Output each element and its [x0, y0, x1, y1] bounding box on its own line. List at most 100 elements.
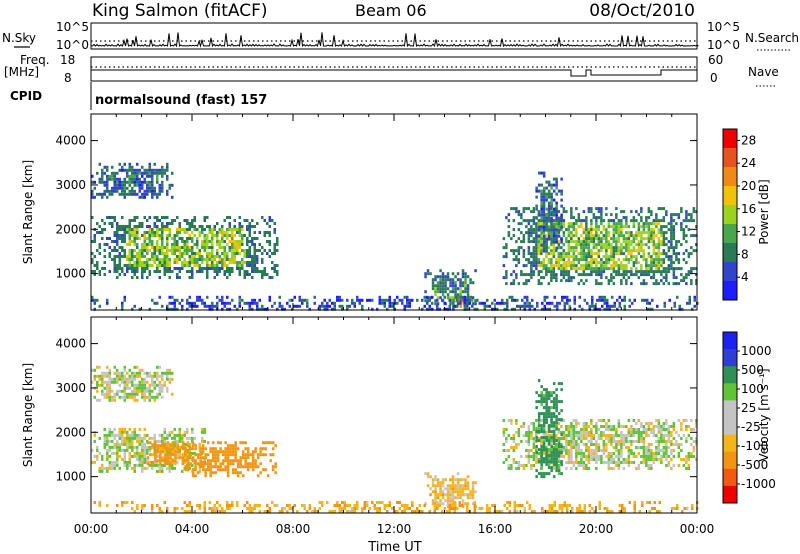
echo-cell [464, 281, 467, 285]
echo-cell [176, 451, 179, 455]
echo-cell [522, 282, 526, 286]
echo-cell [560, 431, 563, 434]
echo-cell [536, 304, 539, 308]
echo-cell [540, 183, 543, 187]
echo-cell [555, 397, 558, 401]
echo-cell [216, 450, 220, 454]
echo-cell [552, 442, 556, 446]
echo-cell [570, 458, 573, 461]
echo-cell [578, 295, 581, 299]
echo-cell [108, 463, 111, 467]
echo-cell [532, 422, 536, 425]
echo-cell [540, 216, 543, 220]
echo-cell [612, 458, 616, 461]
echo-cell [547, 282, 551, 286]
echo-cell [218, 246, 221, 249]
echo-cell [535, 439, 538, 443]
echo-cell [248, 246, 251, 249]
echo-cell [131, 389, 134, 393]
echo-cell [545, 252, 548, 256]
echo-cell [688, 295, 691, 299]
echo-cell [138, 374, 141, 378]
echo-cell [121, 380, 124, 384]
echo-cell [168, 380, 171, 384]
echo-cell [388, 295, 391, 299]
echo-cell [526, 298, 529, 302]
echo-cell [246, 453, 250, 457]
echo-cell [507, 213, 511, 217]
station-title: King Salmon (fitACF) [92, 1, 268, 21]
echo-cell [466, 298, 469, 302]
echo-cell [617, 246, 621, 250]
echo-cell [126, 445, 129, 449]
echo-cell [116, 225, 119, 228]
colorbar-tick-label: 16 [741, 202, 756, 216]
echo-cell [537, 415, 541, 419]
echo-cell [128, 222, 131, 225]
echo-cell [456, 298, 459, 302]
echo-cell [542, 421, 546, 425]
echo-cell [188, 246, 191, 249]
echo-cell [657, 222, 661, 226]
echo-cell [193, 255, 196, 258]
echo-cell [464, 487, 467, 491]
echo-cell [635, 428, 638, 431]
colorbar-segment [723, 167, 737, 187]
echo-cell [555, 466, 558, 470]
echo-cell [171, 295, 174, 299]
echo-cell [647, 273, 651, 277]
echo-cell [141, 174, 144, 178]
echo-cell [567, 440, 571, 443]
echo-cell [176, 234, 179, 237]
echo-cell [231, 501, 234, 504]
echo-cell [622, 461, 626, 464]
echo-cell [111, 192, 114, 196]
echo-cell [555, 204, 558, 208]
echo-cell [637, 276, 641, 280]
echo-cell [695, 225, 698, 229]
echo-cell [168, 368, 171, 372]
echo-cell [673, 304, 676, 308]
echo-cell [587, 440, 591, 443]
echo-cell [473, 307, 476, 311]
echo-cell [188, 466, 191, 470]
echo-cell [148, 389, 151, 393]
echo-cell [123, 249, 126, 252]
echo-cell [637, 419, 641, 422]
freq-tick-top: 18 [60, 53, 75, 67]
echo-cell [690, 443, 693, 446]
echo-cell [550, 207, 553, 211]
echo-cell [642, 255, 646, 259]
echo-cell [660, 219, 663, 223]
echo-cell [156, 270, 159, 273]
echo-cell [557, 466, 561, 470]
echo-cell [188, 261, 191, 264]
echo-cell [602, 255, 606, 259]
echo-cell [595, 279, 598, 283]
echo-cell [228, 228, 231, 231]
echo-cell [575, 431, 578, 434]
echo-cell [655, 234, 658, 238]
echo-cell [575, 446, 578, 449]
echo-cell [617, 425, 621, 428]
echo-cell [595, 219, 598, 223]
echo-cell [121, 430, 124, 434]
echo-cell [582, 231, 586, 235]
echo-cell [131, 383, 134, 387]
echo-cell [146, 252, 149, 255]
echo-cell [552, 213, 556, 217]
echo-cell [96, 374, 99, 378]
echo-cell [537, 261, 541, 265]
echo-cell [191, 258, 194, 261]
echo-cell [547, 427, 551, 431]
echo-cell [655, 222, 658, 226]
echo-cell [246, 450, 250, 454]
echo-cell [655, 419, 658, 422]
echo-cell [211, 456, 215, 460]
echo-cell [560, 264, 563, 268]
echo-cell [547, 237, 551, 241]
echo-cell [582, 246, 586, 250]
echo-cell [121, 433, 124, 437]
power-echo-pixels [91, 162, 699, 311]
echo-cell [560, 451, 563, 455]
